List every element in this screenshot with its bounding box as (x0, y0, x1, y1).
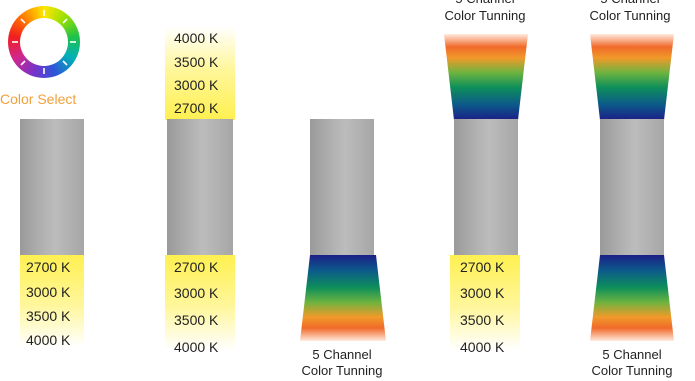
temp-label: 3000 K (174, 77, 219, 93)
temp-label: 2700 K (174, 259, 219, 275)
rgb-light-beam-down-5 (590, 255, 674, 341)
fixture-5 (600, 119, 664, 256)
temp-label: 3000 K (460, 285, 505, 301)
temp-label: 3500 K (174, 54, 219, 70)
temp-label: 3500 K (460, 312, 505, 328)
fixture-3 (310, 119, 374, 256)
temp-label: 2700 K (26, 259, 71, 275)
fixture-1 (20, 119, 84, 256)
temp-label: 4000 K (26, 332, 71, 348)
rgb-light-beam-up-5 (590, 34, 674, 120)
warm-light-beam-down-2 (165, 255, 235, 350)
caption-line2: Color Tunning (444, 8, 526, 23)
temp-label: 3500 K (26, 308, 71, 324)
temp-label: 2700 K (174, 100, 219, 116)
temp-label: 4000 K (174, 30, 219, 46)
temp-label: 3500 K (174, 312, 219, 328)
temp-label: 3000 K (26, 284, 71, 300)
temp-label: 3000 K (174, 285, 219, 301)
caption-line1: 5 Channel (580, 0, 680, 7)
fixture-2 (167, 119, 233, 256)
temp-label: 2700 K (460, 259, 505, 275)
color-select-label: Color Select (0, 91, 77, 107)
warm-light-beam-down-4 (450, 255, 520, 350)
fixture-4 (454, 119, 518, 256)
temp-label: 4000 K (174, 339, 219, 355)
color-wheel-center (20, 18, 68, 66)
rgb-light-beam-down-3 (300, 255, 386, 341)
caption-line1: 5 Channel (312, 347, 372, 362)
warm-light-beam-1 (20, 255, 84, 347)
caption-line1: 5 Channel (435, 0, 535, 7)
caption-line2: Color Tunning (301, 363, 383, 378)
caption-line2: Color Tunning (589, 8, 671, 23)
caption-line2: Color Tunning (591, 363, 673, 378)
temp-label: 4000 K (460, 339, 505, 355)
caption-line1: 5 Channel (602, 347, 662, 362)
rgb-light-beam-up-4 (444, 34, 528, 120)
warm-light-beam-up-2 (165, 26, 235, 120)
